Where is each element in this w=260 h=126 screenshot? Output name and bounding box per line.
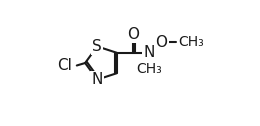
Text: O: O xyxy=(155,35,167,50)
Text: N: N xyxy=(92,72,103,87)
Text: CH₃: CH₃ xyxy=(136,62,162,76)
Text: O: O xyxy=(127,27,139,42)
Text: Cl: Cl xyxy=(57,58,72,73)
Text: S: S xyxy=(92,39,102,54)
Text: N: N xyxy=(144,45,155,60)
Text: CH₃: CH₃ xyxy=(178,35,204,49)
